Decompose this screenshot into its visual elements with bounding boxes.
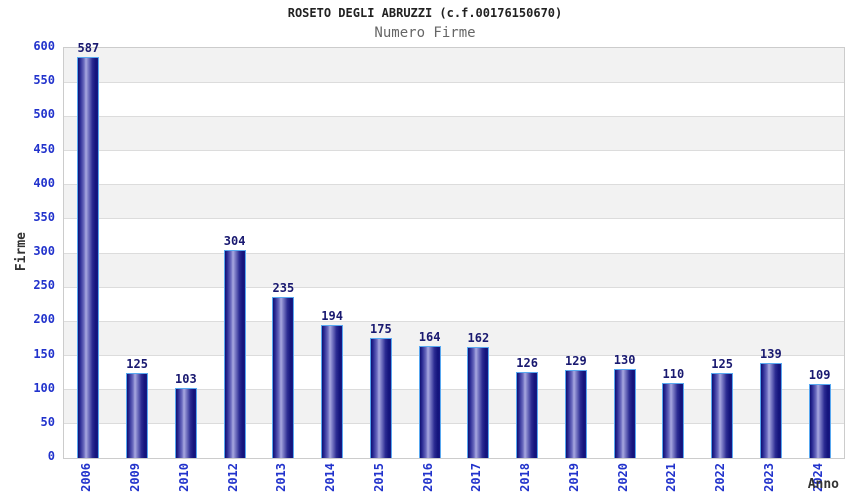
y-gridline — [64, 423, 844, 425]
y-gridline — [64, 320, 844, 322]
bar-value-label: 164 — [418, 329, 441, 344]
bar — [613, 369, 636, 458]
x-tick-label: 2019 — [566, 463, 581, 492]
y-gridline — [64, 115, 844, 117]
bar — [321, 325, 344, 458]
bar-value-label: 103 — [175, 371, 197, 386]
x-tick-label: 2009 — [128, 463, 143, 492]
bar-value-label: 139 — [760, 347, 782, 362]
x-tick-label: 2017 — [469, 463, 484, 492]
x-tick-label: 2021 — [664, 463, 679, 492]
plot-area: 587 125 103 304 235 194 175 164 162 126 129 130 110 1… — [63, 41, 845, 459]
bar — [467, 347, 490, 458]
y-tick-label: 200 — [33, 312, 55, 327]
y-tick-label: 400 — [33, 175, 55, 190]
chart-subtitle: Numero Firme — [374, 25, 476, 41]
y-tick-label: 250 — [33, 278, 55, 293]
y-gridline — [64, 389, 844, 391]
y-gridline — [64, 252, 844, 254]
y-tick-label: 300 — [33, 244, 55, 258]
bar-value-label: 194 — [321, 309, 343, 324]
y-gridline — [64, 355, 844, 356]
x-tick-label: 2016 — [420, 463, 435, 492]
y-tick-label: 600 — [33, 39, 55, 53]
y-gridline — [64, 81, 844, 83]
y-tick-label: 550 — [33, 73, 55, 88]
bar — [77, 56, 100, 458]
y-tick-label: 0 — [47, 449, 55, 463]
x-axis-title: Anno — [807, 477, 839, 492]
bar-value-label: 125 — [126, 356, 148, 371]
bar — [759, 363, 782, 458]
bar-value-label: 129 — [565, 353, 587, 368]
bar — [126, 372, 149, 458]
y-tick-label: 350 — [33, 209, 55, 224]
x-tick-label: 2006 — [79, 463, 94, 492]
bar-value-label: 587 — [77, 40, 100, 55]
bar-value-label: 162 — [467, 331, 490, 346]
y-gridline — [64, 286, 844, 288]
x-tick-label: 2012 — [225, 463, 240, 492]
bar-value-label: 235 — [272, 281, 295, 296]
x-tick-label: 2022 — [713, 463, 728, 492]
bar-value-label: 126 — [516, 355, 538, 370]
bar-value-label: 304 — [223, 234, 246, 249]
x-tick-label: 2023 — [761, 463, 776, 492]
chart-title: ROSETO DEGLI ABRUZZI (c.f.00176150670) — [287, 6, 563, 20]
bar — [369, 338, 392, 458]
bar-value-label: 109 — [808, 367, 831, 382]
bar-value-label: 125 — [711, 356, 733, 371]
bar — [418, 345, 441, 458]
bar — [711, 372, 734, 458]
y-tick-label: 450 — [33, 141, 55, 156]
bar — [272, 297, 295, 458]
bar — [516, 371, 539, 458]
y-tick-label: 150 — [33, 346, 55, 361]
y-gridline — [64, 184, 844, 186]
bar — [174, 387, 197, 458]
bar-value-label: 175 — [370, 322, 392, 337]
x-tick-label: 2018 — [518, 463, 533, 492]
bar-value-label: 130 — [613, 353, 636, 368]
x-tick-label: 2014 — [323, 463, 338, 492]
y-tick-label: 50 — [40, 414, 55, 429]
y-gridline — [64, 150, 844, 151]
x-tick-label: 2010 — [176, 463, 191, 492]
bar-value-label: 110 — [662, 366, 685, 381]
y-tick-label: 100 — [33, 380, 55, 395]
x-tick-label: 2013 — [274, 463, 289, 492]
bar — [223, 250, 246, 458]
bar — [808, 383, 831, 458]
bar — [564, 369, 587, 458]
x-tick-label: 2020 — [615, 463, 630, 492]
y-gridline — [64, 218, 844, 220]
x-tick-label: 2015 — [371, 463, 386, 492]
y-tick-label: 500 — [33, 107, 55, 122]
bar — [662, 382, 685, 458]
